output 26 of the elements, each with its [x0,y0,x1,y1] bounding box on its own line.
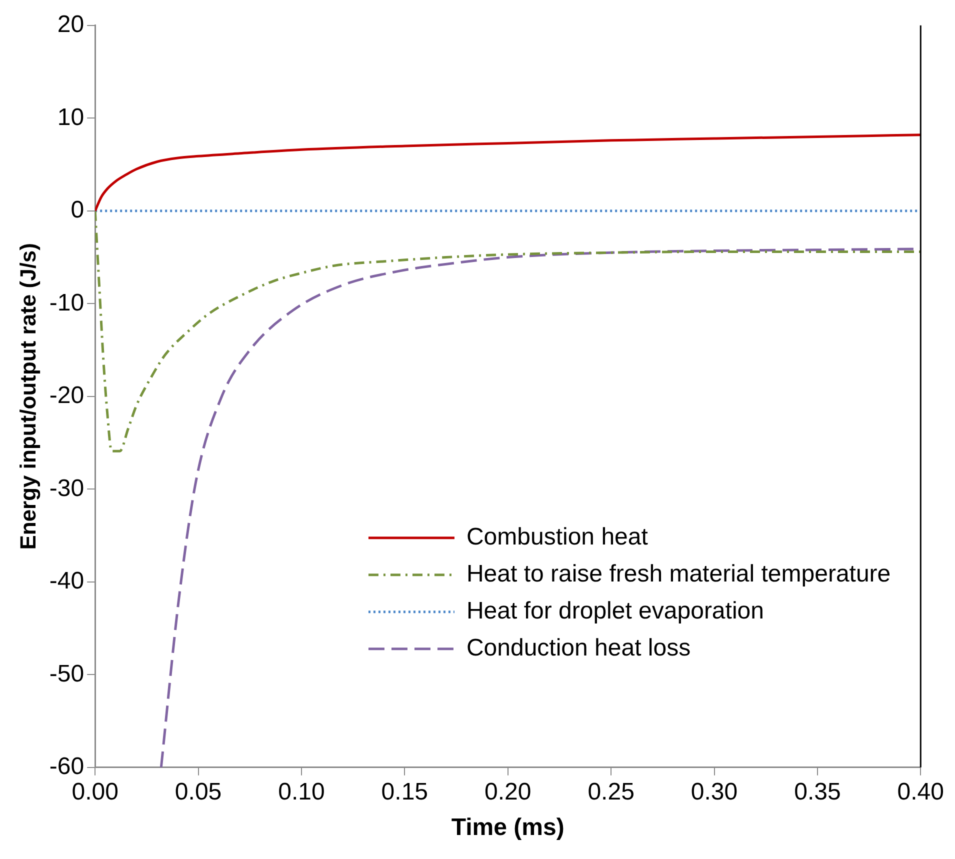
x-tick-label: 0.05 [174,778,222,806]
x-axis-title: Time (ms) [451,814,564,842]
x-tick-label: 0.10 [278,778,325,806]
x-tick-label: 0.30 [690,778,738,806]
x-tick-label: 0.15 [381,778,428,806]
y-tick-label: 0 [70,196,84,224]
x-tick-label: 0.25 [588,778,634,806]
x-tick-label: 0.40 [897,778,944,806]
x-tick-label: 0.35 [794,778,841,806]
y-tick-label: -40 [49,568,84,595]
x-tick-label: 0.00 [72,778,118,806]
line-series [95,210,921,452]
legend-label: Heat for droplet evaporation [466,598,764,625]
y-tick-label: -10 [49,289,84,316]
line-series [95,134,921,212]
y-tick-label: 10 [57,104,84,131]
y-tick-label: -60 [49,753,84,780]
y-tick-label: -20 [49,382,84,410]
x-tick-label: 0.20 [484,778,532,806]
legend-label: Combustion heat [466,524,648,551]
y-axis-title: Energy input/output rate (J/s) [15,243,40,550]
y-tick-label: -50 [49,660,84,688]
y-tick-label: -30 [49,474,84,502]
y-tick-label: 20 [57,11,84,38]
legend-label: Conduction heat loss [466,634,691,662]
legend-label: Heat to raise fresh material temperature [466,560,891,588]
